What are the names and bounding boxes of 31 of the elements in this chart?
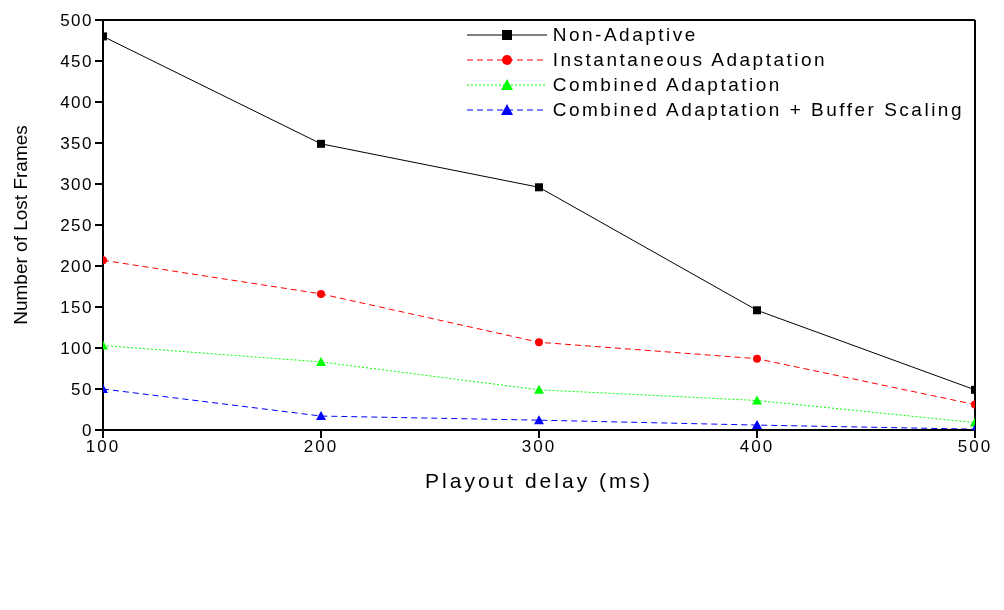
y-tick-label: 50	[71, 380, 93, 400]
y-tick-label: 350	[60, 134, 93, 154]
y-tick-label: 100	[60, 339, 93, 359]
y-tick-label: 250	[60, 216, 93, 236]
point	[317, 139, 325, 148]
legend-label: Combined Adaptation + Buffer Scaling	[552, 98, 964, 122]
legend-label: Non-Adaptive	[552, 23, 698, 47]
x-tick-label: 500	[957, 437, 993, 457]
y-tick-label: 400	[60, 93, 93, 113]
x-tick-label: 200	[303, 437, 339, 457]
point	[534, 384, 544, 394]
point	[535, 338, 543, 347]
legend-label: Combined Adaptation	[552, 73, 782, 97]
x-axis-title: Playout delay (ms)	[425, 469, 653, 492]
point	[753, 354, 761, 363]
legend-label: Instantaneous Adaptation	[552, 48, 828, 72]
y-tick-label: 200	[60, 257, 93, 277]
point	[753, 306, 761, 315]
point	[535, 183, 543, 192]
point	[316, 411, 326, 421]
point	[316, 356, 326, 366]
y-tick-label: 150	[60, 298, 93, 318]
y-tick-label: 300	[60, 175, 93, 195]
point	[317, 289, 325, 298]
x-tick-label: 300	[521, 437, 557, 457]
y-tick-label: 500	[60, 11, 93, 31]
y-axis-title: Number of Lost Frames	[9, 125, 31, 325]
y-tick-label: 450	[60, 52, 93, 72]
point	[534, 415, 544, 425]
x-tick-label: 400	[739, 437, 775, 457]
point	[752, 420, 762, 430]
